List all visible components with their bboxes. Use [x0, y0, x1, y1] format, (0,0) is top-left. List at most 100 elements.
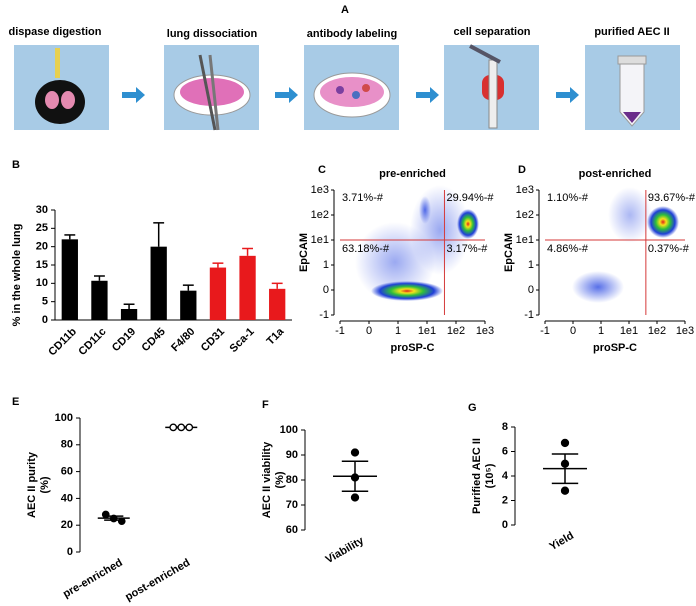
- quadrant-label: 63.18%-#: [342, 243, 390, 255]
- x-tick-label: 1e1: [418, 325, 436, 337]
- x-axis-label: proSP-C: [593, 342, 637, 354]
- step-label: dispase digestion: [9, 26, 102, 38]
- y-tick-label: 25: [36, 222, 48, 234]
- pellet-icon: [623, 112, 641, 123]
- density-cloud-d: [572, 187, 679, 303]
- y-tick-label: 1e3: [516, 184, 534, 196]
- y-tick-label: 100: [280, 424, 298, 436]
- cloud: [647, 206, 679, 238]
- x-tick-label: 1e3: [676, 325, 694, 337]
- x-tick-label: 1: [598, 325, 604, 337]
- y-tick-label: 1e1: [516, 234, 534, 246]
- y-axis-label: EpCAM: [298, 233, 310, 272]
- x-tick-label: Viability: [324, 534, 367, 566]
- arrow: [556, 87, 579, 103]
- dish-content: [180, 78, 244, 106]
- y-tick-label: 60: [61, 466, 73, 478]
- y-tick-label: 1e2: [516, 209, 534, 221]
- syringe: [55, 48, 60, 78]
- cell-icon: [362, 84, 370, 92]
- bar: [209, 267, 227, 320]
- data-point: [109, 514, 118, 523]
- y-tick-label: 0: [502, 519, 508, 531]
- y-tick-label: -1: [524, 309, 534, 321]
- x-tick-label: pre-enriched: [61, 557, 125, 601]
- y-tick-label: 70: [286, 499, 298, 511]
- x-tick-label: CD31: [199, 326, 227, 354]
- bar: [239, 255, 256, 320]
- step-label: purified AEC II: [594, 26, 669, 38]
- y-tick-label: 8: [502, 421, 508, 433]
- x-tick-label: 1e2: [648, 325, 666, 337]
- x-tick-label: CD11c: [76, 326, 108, 358]
- panel-label: G: [468, 402, 477, 414]
- y-axis-label: Purified AEC II: [471, 438, 483, 514]
- data-point: [177, 423, 186, 432]
- step-label: antibody labeling: [307, 28, 397, 40]
- y-tick-label: 1: [323, 259, 329, 271]
- y-tick-label: 30: [36, 204, 48, 216]
- x-tick-label: CD19: [110, 326, 138, 354]
- panel-label: E: [12, 396, 19, 408]
- data-point: [169, 423, 178, 432]
- x-tick-label: T1a: [264, 325, 287, 348]
- cell-icon: [336, 86, 344, 94]
- y-tick-label: 20: [36, 241, 48, 253]
- y-axis-label: % in the whole lung: [11, 224, 23, 327]
- y-tick-label: 15: [36, 259, 48, 271]
- y-tick-label: 60: [286, 524, 298, 536]
- y-tick-label: 0: [323, 284, 329, 296]
- y-tick-label: 20: [61, 519, 73, 531]
- x-tick-label: 0: [366, 325, 372, 337]
- workflow: dispase digestion lung dissociation anti…: [9, 26, 680, 131]
- density-cloud-c: [355, 185, 479, 302]
- cloud: [419, 196, 431, 224]
- pipette-icon: [469, 44, 501, 64]
- data-point: [350, 448, 360, 457]
- cloud: [608, 187, 652, 243]
- x-tick-label: Sca-1: [227, 326, 256, 355]
- panel-label: C: [318, 164, 326, 176]
- y-tick-label: 80: [61, 439, 73, 451]
- x-tick-label: 1: [395, 325, 401, 337]
- cloud: [371, 281, 443, 301]
- x-tick-label: CD45: [139, 326, 167, 354]
- panel-label: F: [262, 399, 269, 411]
- x-tick-label: post-enriched: [123, 557, 192, 604]
- step-label: lung dissociation: [167, 28, 258, 40]
- bar: [180, 290, 197, 320]
- y-tick-label: 5: [42, 296, 48, 308]
- y-axis-label: (%): [39, 476, 51, 493]
- y-tick-label: 80: [286, 474, 298, 486]
- y-tick-label: 1e1: [311, 234, 329, 246]
- y-axis-label: AEC II viability: [261, 441, 273, 518]
- bar: [269, 288, 286, 320]
- x-tick-label: -1: [335, 325, 345, 337]
- bar: [61, 239, 78, 320]
- data-point: [101, 510, 110, 519]
- quadrant-label: 1.10%-#: [547, 192, 589, 204]
- y-tick-label: 4: [502, 470, 509, 482]
- panel-label: B: [12, 159, 20, 171]
- quadrant-label: 29.94%-#: [446, 192, 494, 204]
- chart-title: pre-enriched: [379, 168, 446, 180]
- cloud: [457, 209, 479, 239]
- y-tick-label: 0: [67, 546, 73, 558]
- column-icon: [488, 59, 498, 129]
- y-axis-label: (10⁵): [484, 463, 496, 488]
- arrow: [275, 87, 298, 103]
- dish-content: [320, 77, 384, 107]
- x-tick-label: F4/80: [169, 326, 197, 354]
- bar: [150, 246, 167, 320]
- x-tick-label: 1e1: [620, 325, 638, 337]
- mouse-icon: [35, 80, 85, 124]
- forceps-icon: [198, 54, 217, 131]
- x-tick-label: CD11b: [46, 326, 79, 359]
- y-tick-label: 10: [36, 277, 48, 289]
- data-point: [117, 517, 126, 526]
- y-tick-label: 1e2: [311, 209, 329, 221]
- data-point: [350, 493, 360, 502]
- bar: [91, 280, 108, 320]
- quadrant-label: 3.71%-#: [342, 192, 384, 204]
